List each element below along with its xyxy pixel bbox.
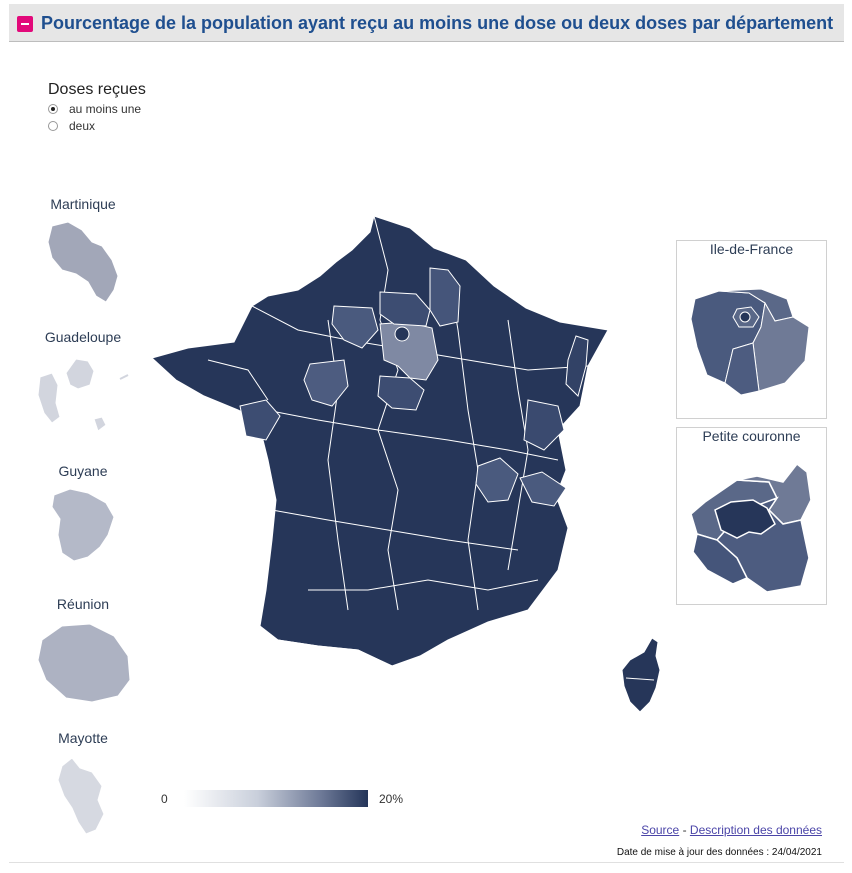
radio-label: au moins une: [69, 102, 142, 116]
idf-inset-label: Ile-de-France: [709, 241, 794, 257]
martinique-map[interactable]: [40, 218, 130, 308]
mayotte-map[interactable]: [50, 752, 120, 842]
guyane-label: Guyane: [58, 463, 108, 479]
petite-couronne-inset: Petite couronne: [676, 427, 827, 605]
reunion-label: Réunion: [56, 596, 110, 612]
minus-icon[interactable]: [17, 16, 33, 32]
link-separator: -: [682, 823, 687, 837]
petite-couronne-inset-label: Petite couronne: [702, 428, 801, 444]
corsica-map[interactable]: [618, 636, 664, 716]
radio-option-au-moins-une[interactable]: au moins une: [48, 102, 141, 116]
martinique-label: Martinique: [50, 196, 116, 212]
idf-map[interactable]: [689, 287, 815, 397]
guyane-map[interactable]: [48, 485, 128, 575]
page-title: Pourcentage de la population ayant reçu …: [41, 13, 834, 33]
footer-divider: [9, 862, 844, 863]
description-link[interactable]: Description des données: [689, 823, 822, 837]
legend-color-scale: [184, 790, 368, 807]
radio-button-checked[interactable]: [48, 104, 58, 114]
footer-links: Source - Description des données: [641, 823, 822, 837]
source-link[interactable]: Source: [641, 823, 680, 837]
header-bar: Pourcentage de la population ayant reçu …: [9, 4, 844, 42]
radio-option-deux[interactable]: deux: [48, 119, 95, 133]
radio-button[interactable]: [48, 121, 58, 131]
radio-label: deux: [69, 119, 96, 133]
guadeloupe-label: Guadeloupe: [44, 329, 122, 345]
legend-min-label: 0: [161, 792, 168, 806]
mayotte-label: Mayotte: [58, 730, 108, 746]
legend-max-label: 20%: [379, 792, 404, 806]
update-date: Date de mise à jour des données : 24/04/…: [616, 847, 822, 858]
france-mainland-map[interactable]: [148, 210, 618, 680]
guadeloupe-map[interactable]: [32, 355, 132, 440]
doses-filter-title: Doses reçues: [48, 81, 146, 98]
idf-inset: Ile-de-France: [676, 240, 827, 419]
petite-couronne-map[interactable]: [687, 458, 821, 596]
reunion-map[interactable]: [34, 620, 134, 705]
